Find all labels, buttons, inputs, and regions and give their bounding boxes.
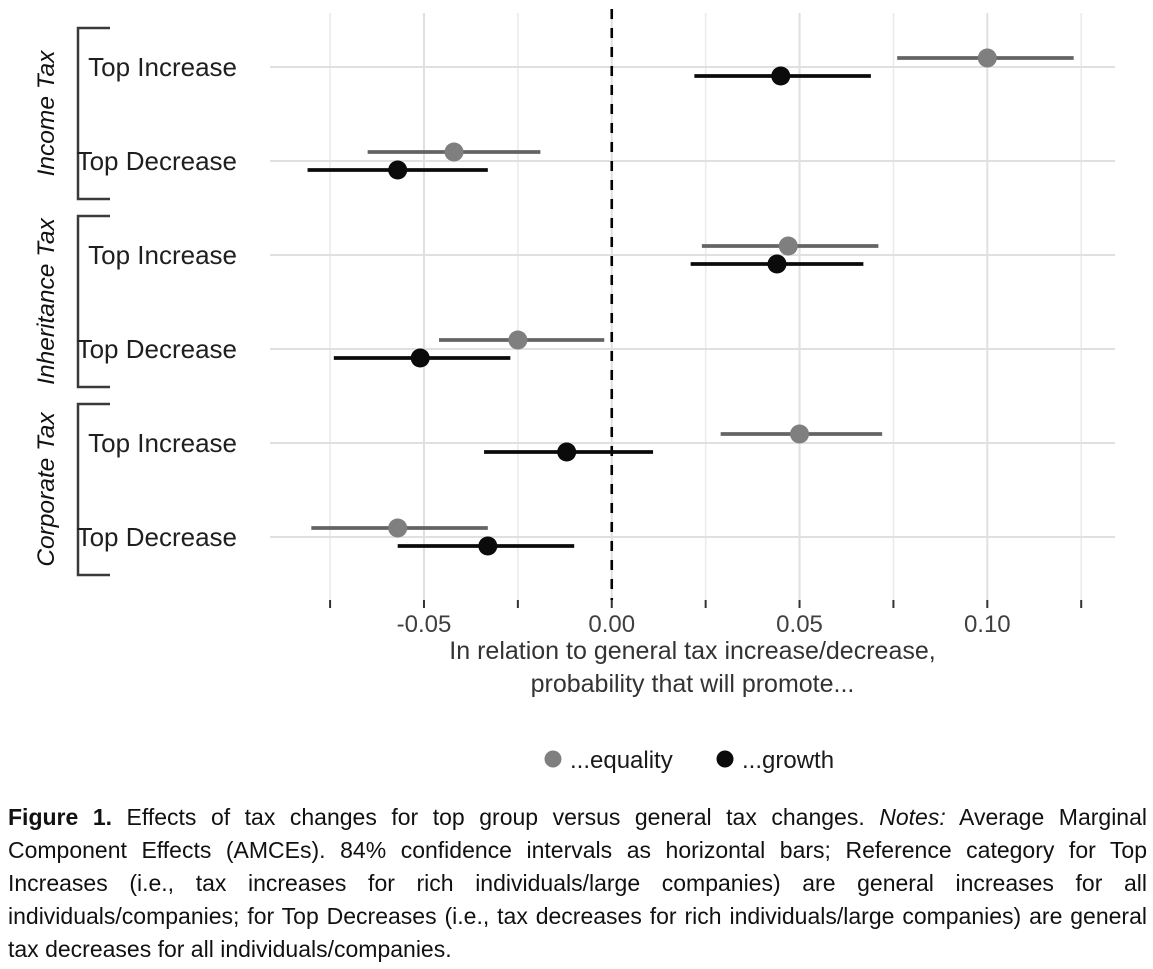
point-growth — [771, 66, 791, 86]
caption-segment-1: Figure 1. — [8, 804, 112, 830]
group-bracket — [76, 402, 110, 577]
group-label: Inheritance Tax — [33, 217, 60, 384]
point-growth — [388, 160, 408, 180]
caption-segment-4: Average Marginal Component Effects (AMCE… — [8, 804, 1148, 962]
x-axis-title-line-1: In relation to general tax increase/decr… — [449, 637, 935, 665]
point-growth — [767, 254, 787, 274]
figure-caption: Figure 1. Effects of tax changes for top… — [0, 801, 1153, 966]
point-growth — [410, 348, 430, 368]
legend-label-growth: ...growth — [742, 747, 834, 774]
caption-segment-2: Effects of tax changes for top group ver… — [112, 804, 880, 830]
group-bracket — [76, 26, 110, 201]
point-equality — [444, 142, 464, 162]
x-tick-label: 0.10 — [964, 611, 1011, 638]
row-label: Top Increase — [88, 240, 237, 270]
point-growth — [557, 442, 577, 462]
legend-label-equality: ...equality — [570, 747, 673, 774]
x-axis-title-line-2: probability that will promote... — [531, 670, 855, 698]
row-label: Top Increase — [88, 52, 237, 82]
x-tick-label: 0.05 — [776, 611, 823, 638]
group-label: Income Tax — [33, 50, 60, 176]
row-label: Top Decrease — [77, 334, 237, 364]
point-equality — [778, 236, 798, 256]
point-equality — [790, 424, 810, 444]
legend-dot-growth — [716, 750, 734, 768]
point-equality — [508, 330, 528, 350]
row-label: Top Decrease — [77, 522, 237, 552]
x-tick-label: -0.05 — [397, 611, 452, 638]
group-bracket — [76, 214, 110, 389]
row-label: Top Increase — [88, 428, 237, 458]
legend-dot-equality — [544, 750, 562, 768]
x-tick-label: 0.00 — [588, 611, 635, 638]
point-equality — [388, 518, 408, 538]
row-label: Top Decrease — [77, 146, 237, 176]
caption-segment-3: Notes: — [879, 804, 946, 830]
point-growth — [478, 536, 498, 556]
coefficient-plot: Income Tax Top Increase Top Decrease Inheri… — [33, 9, 1115, 774]
point-equality — [977, 48, 997, 68]
group-label: Corporate Tax — [33, 412, 60, 567]
